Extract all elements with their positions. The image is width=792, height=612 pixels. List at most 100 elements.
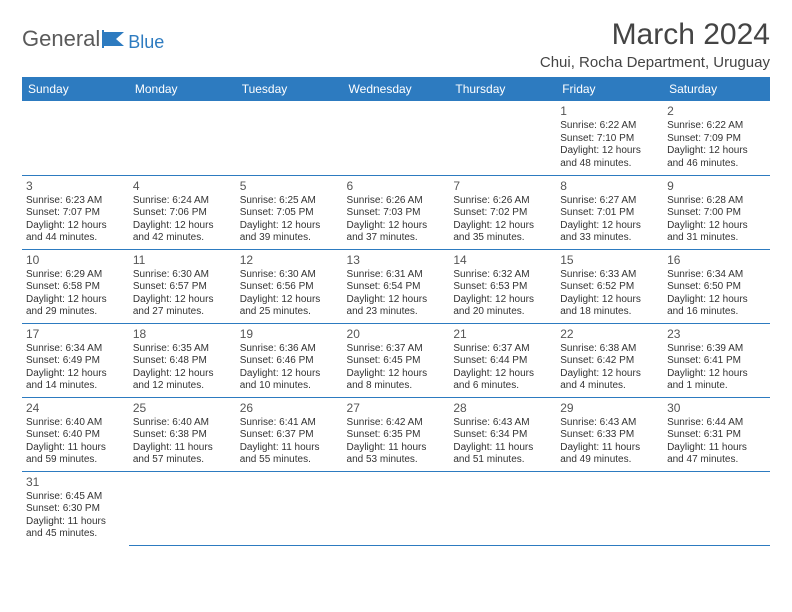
calendar-day: 16Sunrise: 6:34 AMSunset: 6:50 PMDayligh… <box>663 249 770 323</box>
daylight-text: Daylight: 12 hours and 10 minutes. <box>240 368 339 393</box>
calendar-day: 15Sunrise: 6:33 AMSunset: 6:52 PMDayligh… <box>556 249 663 323</box>
day-header: Wednesday <box>343 77 450 101</box>
calendar-day-empty <box>236 471 343 545</box>
sunrise-text: Sunrise: 6:30 AM <box>240 269 339 282</box>
daylight-text: Daylight: 12 hours and 42 minutes. <box>133 220 232 245</box>
daylight-text: Daylight: 12 hours and 4 minutes. <box>560 368 659 393</box>
flag-icon <box>102 30 128 48</box>
calendar-day-empty <box>22 101 129 175</box>
calendar-day: 22Sunrise: 6:38 AMSunset: 6:42 PMDayligh… <box>556 323 663 397</box>
day-info: Sunrise: 6:24 AMSunset: 7:06 PMDaylight:… <box>133 195 232 245</box>
daylight-text: Daylight: 12 hours and 35 minutes. <box>453 220 552 245</box>
logo-text-general: General <box>22 26 100 52</box>
day-number: 23 <box>667 327 766 342</box>
sunset-text: Sunset: 6:33 PM <box>560 429 659 442</box>
sunrise-text: Sunrise: 6:41 AM <box>240 417 339 430</box>
day-info: Sunrise: 6:45 AMSunset: 6:30 PMDaylight:… <box>26 491 125 541</box>
day-info: Sunrise: 6:31 AMSunset: 6:54 PMDaylight:… <box>347 269 446 319</box>
sunset-text: Sunset: 6:57 PM <box>133 281 232 294</box>
day-number: 5 <box>240 179 339 194</box>
sunset-text: Sunset: 7:03 PM <box>347 207 446 220</box>
daylight-text: Daylight: 12 hours and 8 minutes. <box>347 368 446 393</box>
daylight-text: Daylight: 12 hours and 6 minutes. <box>453 368 552 393</box>
day-number: 22 <box>560 327 659 342</box>
sunset-text: Sunset: 6:54 PM <box>347 281 446 294</box>
sunset-text: Sunset: 6:35 PM <box>347 429 446 442</box>
calendar-day-empty <box>236 101 343 175</box>
calendar-day: 18Sunrise: 6:35 AMSunset: 6:48 PMDayligh… <box>129 323 236 397</box>
sunset-text: Sunset: 7:01 PM <box>560 207 659 220</box>
calendar-day: 6Sunrise: 6:26 AMSunset: 7:03 PMDaylight… <box>343 175 450 249</box>
day-info: Sunrise: 6:37 AMSunset: 6:44 PMDaylight:… <box>453 343 552 393</box>
day-info: Sunrise: 6:42 AMSunset: 6:35 PMDaylight:… <box>347 417 446 467</box>
day-info: Sunrise: 6:41 AMSunset: 6:37 PMDaylight:… <box>240 417 339 467</box>
daylight-text: Daylight: 12 hours and 18 minutes. <box>560 294 659 319</box>
sunrise-text: Sunrise: 6:33 AM <box>560 269 659 282</box>
day-header: Tuesday <box>236 77 343 101</box>
day-info: Sunrise: 6:40 AMSunset: 6:40 PMDaylight:… <box>26 417 125 467</box>
daylight-text: Daylight: 11 hours and 51 minutes. <box>453 442 552 467</box>
sunrise-text: Sunrise: 6:37 AM <box>347 343 446 356</box>
calendar-day: 9Sunrise: 6:28 AMSunset: 7:00 PMDaylight… <box>663 175 770 249</box>
daylight-text: Daylight: 12 hours and 14 minutes. <box>26 368 125 393</box>
day-number: 21 <box>453 327 552 342</box>
calendar-week: 31Sunrise: 6:45 AMSunset: 6:30 PMDayligh… <box>22 471 770 545</box>
calendar-day: 27Sunrise: 6:42 AMSunset: 6:35 PMDayligh… <box>343 397 450 471</box>
sunset-text: Sunset: 6:30 PM <box>26 503 125 516</box>
daylight-text: Daylight: 12 hours and 31 minutes. <box>667 220 766 245</box>
day-number: 20 <box>347 327 446 342</box>
day-number: 18 <box>133 327 232 342</box>
day-info: Sunrise: 6:37 AMSunset: 6:45 PMDaylight:… <box>347 343 446 393</box>
calendar-day-empty <box>343 471 450 545</box>
calendar-day-empty <box>449 101 556 175</box>
calendar-day: 14Sunrise: 6:32 AMSunset: 6:53 PMDayligh… <box>449 249 556 323</box>
day-number: 3 <box>26 179 125 194</box>
day-info: Sunrise: 6:28 AMSunset: 7:00 PMDaylight:… <box>667 195 766 245</box>
daylight-text: Daylight: 11 hours and 57 minutes. <box>133 442 232 467</box>
calendar-day: 26Sunrise: 6:41 AMSunset: 6:37 PMDayligh… <box>236 397 343 471</box>
daylight-text: Daylight: 12 hours and 25 minutes. <box>240 294 339 319</box>
calendar-day-empty <box>129 101 236 175</box>
sunset-text: Sunset: 6:41 PM <box>667 355 766 368</box>
daylight-text: Daylight: 12 hours and 44 minutes. <box>26 220 125 245</box>
day-header: Monday <box>129 77 236 101</box>
day-number: 15 <box>560 253 659 268</box>
sunset-text: Sunset: 7:02 PM <box>453 207 552 220</box>
sunrise-text: Sunrise: 6:25 AM <box>240 195 339 208</box>
calendar-day: 19Sunrise: 6:36 AMSunset: 6:46 PMDayligh… <box>236 323 343 397</box>
day-number: 24 <box>26 401 125 416</box>
sunrise-text: Sunrise: 6:28 AM <box>667 195 766 208</box>
sunset-text: Sunset: 6:50 PM <box>667 281 766 294</box>
day-number: 29 <box>560 401 659 416</box>
logo-text-blue: Blue <box>128 32 164 53</box>
day-info: Sunrise: 6:22 AMSunset: 7:09 PMDaylight:… <box>667 120 766 170</box>
sunset-text: Sunset: 6:38 PM <box>133 429 232 442</box>
location: Chui, Rocha Department, Uruguay <box>540 54 770 71</box>
calendar-day: 17Sunrise: 6:34 AMSunset: 6:49 PMDayligh… <box>22 323 129 397</box>
day-info: Sunrise: 6:36 AMSunset: 6:46 PMDaylight:… <box>240 343 339 393</box>
month-title: March 2024 <box>540 18 770 52</box>
daylight-text: Daylight: 12 hours and 37 minutes. <box>347 220 446 245</box>
day-info: Sunrise: 6:26 AMSunset: 7:02 PMDaylight:… <box>453 195 552 245</box>
sunset-text: Sunset: 6:46 PM <box>240 355 339 368</box>
calendar-day: 2Sunrise: 6:22 AMSunset: 7:09 PMDaylight… <box>663 101 770 175</box>
calendar-day: 12Sunrise: 6:30 AMSunset: 6:56 PMDayligh… <box>236 249 343 323</box>
sunrise-text: Sunrise: 6:26 AM <box>347 195 446 208</box>
calendar-day: 5Sunrise: 6:25 AMSunset: 7:05 PMDaylight… <box>236 175 343 249</box>
sunset-text: Sunset: 6:42 PM <box>560 355 659 368</box>
sunset-text: Sunset: 6:56 PM <box>240 281 339 294</box>
sunset-text: Sunset: 7:00 PM <box>667 207 766 220</box>
sunrise-text: Sunrise: 6:23 AM <box>26 195 125 208</box>
sunrise-text: Sunrise: 6:36 AM <box>240 343 339 356</box>
daylight-text: Daylight: 12 hours and 27 minutes. <box>133 294 232 319</box>
day-number: 26 <box>240 401 339 416</box>
sunset-text: Sunset: 6:49 PM <box>26 355 125 368</box>
daylight-text: Daylight: 12 hours and 23 minutes. <box>347 294 446 319</box>
daylight-text: Daylight: 11 hours and 53 minutes. <box>347 442 446 467</box>
day-number: 25 <box>133 401 232 416</box>
daylight-text: Daylight: 12 hours and 46 minutes. <box>667 145 766 170</box>
calendar-body: 1Sunrise: 6:22 AMSunset: 7:10 PMDaylight… <box>22 101 770 545</box>
sunset-text: Sunset: 7:10 PM <box>560 133 659 146</box>
calendar-week: 1Sunrise: 6:22 AMSunset: 7:10 PMDaylight… <box>22 101 770 175</box>
calendar-day: 30Sunrise: 6:44 AMSunset: 6:31 PMDayligh… <box>663 397 770 471</box>
